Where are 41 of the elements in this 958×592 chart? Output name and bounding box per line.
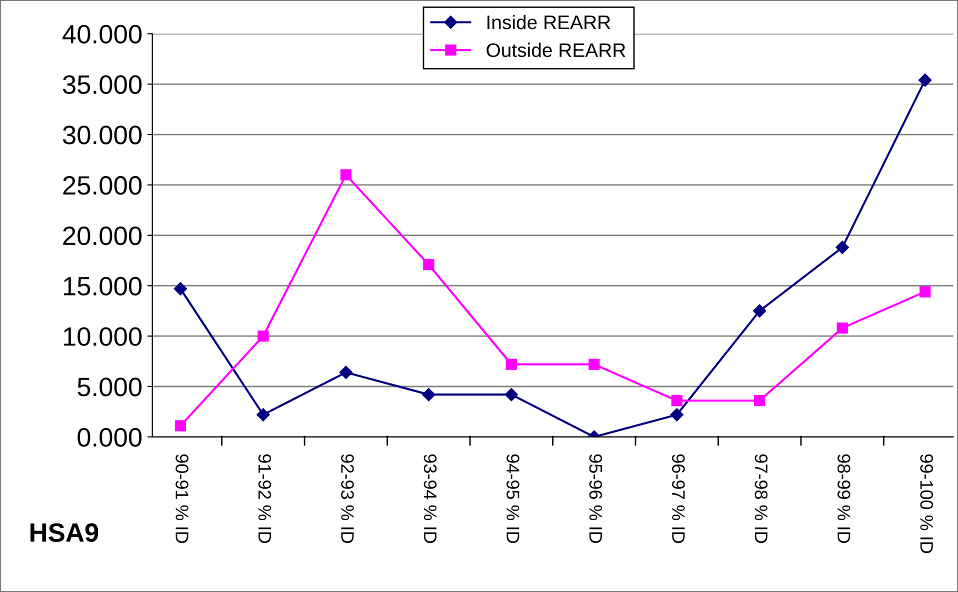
x-tick-label: 95-96 % ID <box>589 454 602 544</box>
point <box>506 358 517 370</box>
x-tick-label: 98-99 % ID <box>837 454 850 544</box>
point <box>258 330 269 342</box>
point <box>422 388 436 402</box>
legend-label: Outside REARR <box>486 42 626 58</box>
point <box>340 169 352 180</box>
legend-label: Inside REARR <box>488 14 610 30</box>
point <box>918 74 932 87</box>
y-tick-label: 35.000 <box>62 75 142 94</box>
point <box>256 408 270 422</box>
y-tick-label: 25.000 <box>63 176 142 195</box>
y-tick-label: 0.000 <box>78 428 142 447</box>
point <box>423 258 434 270</box>
point <box>670 408 684 422</box>
x-tick-label: 94-95 % ID <box>506 454 520 544</box>
y-tick-label: 10.000 <box>64 327 142 346</box>
point <box>754 395 766 406</box>
point <box>671 395 682 406</box>
point <box>836 322 848 334</box>
x-tick-label: 99-100 % ID <box>920 454 934 554</box>
point <box>753 304 766 318</box>
y-tick-label: 15.000 <box>64 276 142 296</box>
y-tick-label: 5.000 <box>78 378 142 396</box>
point <box>174 282 188 296</box>
point <box>174 420 186 432</box>
text: HSA9 <box>30 523 98 542</box>
x-tick-label: 91-92 % ID <box>258 454 272 544</box>
x-tick-label: 92-93 % ID <box>341 454 354 544</box>
y-tick-label: 30.000 <box>62 126 142 144</box>
x-tick-label: 93-94 % ID <box>424 454 437 544</box>
point <box>920 286 931 298</box>
x-tick-label: 90-91 % ID <box>176 454 188 544</box>
point <box>588 358 600 370</box>
x-tick-label: 96-97 % ID <box>672 454 685 544</box>
point <box>504 388 518 402</box>
y-tick-label: 40.000 <box>62 24 142 44</box>
x-tick-label: 97-98 % ID <box>754 454 768 544</box>
y-tick-label: 20.000 <box>63 226 142 246</box>
point <box>339 366 353 379</box>
point <box>836 240 849 254</box>
